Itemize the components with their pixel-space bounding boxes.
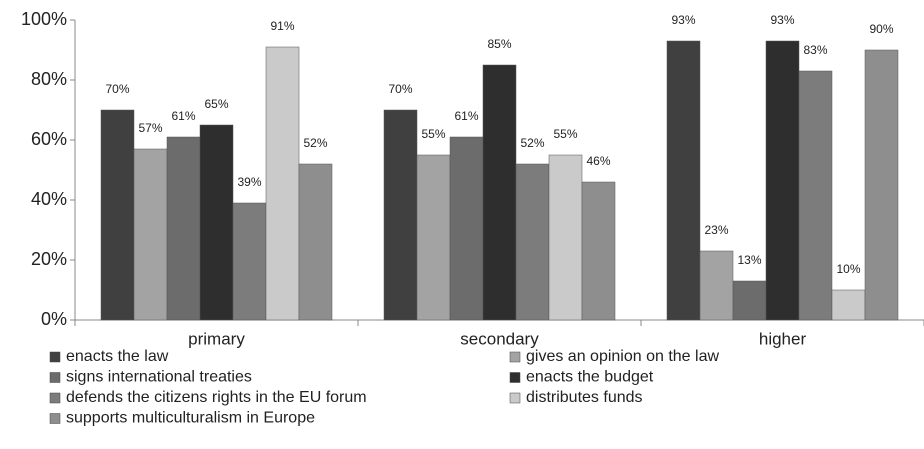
bar (548, 154, 583, 321)
y-tick-label: 80% (31, 69, 67, 89)
bar (133, 148, 168, 321)
data-label: 85% (487, 37, 511, 51)
data-label: 52% (303, 136, 327, 150)
legend-label: defends the citizens rights in the EU fo… (66, 389, 367, 406)
bar (232, 202, 267, 321)
x-tick-label: secondary (460, 329, 539, 348)
bar (666, 40, 701, 321)
bar (383, 109, 418, 321)
y-tick-label: 60% (31, 129, 67, 149)
y-tick-label: 40% (31, 189, 67, 209)
y-tick-label: 0% (41, 309, 67, 329)
bar (581, 181, 616, 321)
bar (166, 136, 201, 321)
legend-swatch (49, 372, 61, 383)
bar (699, 250, 734, 321)
data-label: 61% (454, 109, 478, 123)
legend-swatch (509, 372, 521, 383)
data-label: 55% (553, 127, 577, 141)
bar (298, 163, 333, 321)
x-tick-label: higher (759, 329, 807, 348)
data-label: 10% (836, 262, 860, 276)
bar (416, 154, 451, 321)
data-label: 61% (171, 109, 195, 123)
data-label: 91% (270, 19, 294, 33)
data-label: 93% (770, 13, 794, 27)
data-label: 23% (704, 223, 728, 237)
data-label: 55% (421, 127, 445, 141)
legend-swatch (49, 392, 61, 404)
legend-swatch (49, 351, 61, 363)
data-label: 39% (237, 175, 261, 189)
bar (798, 70, 833, 321)
data-label: 70% (105, 82, 129, 96)
bar (449, 136, 484, 321)
data-label: 57% (138, 121, 162, 135)
data-label: 90% (869, 22, 893, 36)
bar (515, 163, 550, 321)
legend-label: enacts the law (66, 348, 169, 365)
legend-label: supports multiculturalism in Europe (66, 410, 315, 427)
data-label: 52% (520, 136, 544, 150)
bar (765, 40, 800, 321)
data-label: 46% (586, 154, 610, 168)
bar (265, 46, 300, 321)
y-tick-label: 20% (31, 249, 67, 269)
legend-swatch (509, 351, 521, 363)
legend-label: enacts the budget (526, 369, 654, 386)
data-label: 70% (388, 82, 412, 96)
bar (199, 124, 234, 321)
legend-swatch (49, 413, 61, 424)
bar (100, 109, 135, 321)
bar (831, 289, 866, 321)
bar (732, 280, 767, 321)
legend-label: gives an opinion on the law (526, 348, 719, 365)
x-tick-label: primary (188, 329, 245, 348)
legend-label: signs international treaties (66, 369, 252, 386)
legend-label: distributes funds (526, 389, 643, 406)
data-label: 65% (204, 97, 228, 111)
data-label: 93% (671, 13, 695, 27)
bar (864, 49, 899, 321)
bar (482, 64, 517, 321)
y-tick-label: 100% (21, 9, 67, 29)
data-label: 83% (803, 43, 827, 57)
legend-swatch (509, 392, 521, 404)
data-label: 13% (737, 253, 761, 267)
